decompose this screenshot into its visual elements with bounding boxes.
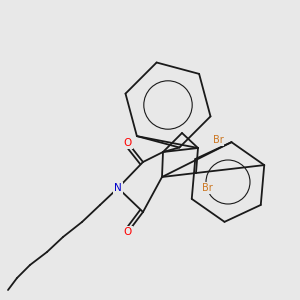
Text: Br: Br bbox=[202, 183, 212, 193]
Text: O: O bbox=[124, 227, 132, 237]
Text: O: O bbox=[124, 138, 132, 148]
Text: N: N bbox=[114, 183, 122, 193]
Text: Br: Br bbox=[213, 135, 224, 145]
